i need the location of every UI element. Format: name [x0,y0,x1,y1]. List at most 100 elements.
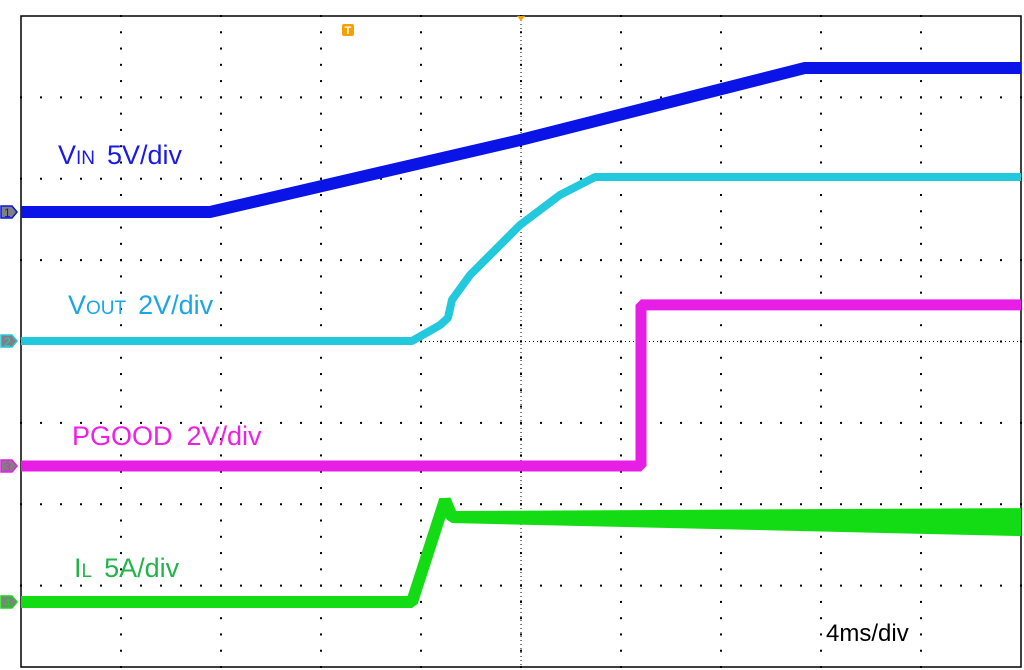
grid-dot [820,405,822,408]
grid-dot [280,584,282,587]
grid-dot [620,259,622,262]
grid-dot [900,421,902,424]
grid-dot [720,503,722,506]
grid-dot [420,291,422,294]
grid-dot [120,307,122,310]
grid-dot [220,438,222,441]
grid-dot [420,47,422,50]
grid-dot [920,421,922,424]
grid-dot [520,584,522,587]
grid-dot [940,584,942,587]
grid-dot [120,128,122,131]
grid-dot [440,259,442,262]
grid-dot [420,503,422,506]
grid-dot [120,259,122,262]
grid-dot [740,259,742,262]
grid-dot [560,259,562,262]
grid-dot [600,421,602,424]
grid-dot [820,112,822,115]
grid-dot [380,584,382,587]
grid-dot [720,438,722,441]
grid-dot [720,63,722,66]
grid-dot [960,259,962,262]
grid-dot [180,584,182,587]
grid-dot [720,145,722,148]
grid-dot [220,454,222,457]
grid-dot [460,584,462,587]
grid-dot [360,96,362,99]
grid-dot [420,405,422,408]
grid-dot [720,454,722,457]
grid-dot [920,275,922,278]
grid-dot [420,373,422,376]
grid-dot [120,194,122,197]
grid-dot [320,666,322,668]
grid-dot [460,96,462,99]
grid-dot [320,552,322,555]
grid-dot [400,96,402,99]
grid-dot [340,96,342,99]
grid-dot [420,259,422,262]
grid-dot [620,275,622,278]
grid-dot [480,177,482,180]
grid-dot [820,210,822,213]
grid-dot [920,633,922,636]
grid-dot [820,486,822,489]
grid-dot [120,389,122,392]
grid-dot [380,421,382,424]
grid-dot [140,421,142,424]
grid-dot [720,259,722,262]
grid-dot [80,421,82,424]
grid-dot [440,177,442,180]
grid-dot [400,421,402,424]
grid-dot [320,389,322,392]
grid-dot [980,503,982,506]
grid-dot [120,291,122,294]
channel-marker-3 [0,459,18,473]
grid-dot [320,405,322,408]
grid-dot [920,389,922,392]
grid-dot [720,128,722,131]
grid-dot [360,584,362,587]
grid-dot [720,666,722,668]
grid-dot [220,486,222,489]
grid-dot [320,275,322,278]
grid-dot [660,584,662,587]
grid-dot [800,584,802,587]
grid-dot [180,96,182,99]
grid-dot [920,535,922,538]
grid-dot [320,177,322,180]
grid-dot [520,600,522,603]
grid-dot [200,96,202,99]
grid-dot [920,226,922,229]
label-vin: VIN 5V/div [58,140,183,170]
grid-dot [320,486,322,489]
grid-dot [400,584,402,587]
grid-dot [180,259,182,262]
grid-dot [760,259,762,262]
grid-dot [320,633,322,636]
grid-dot [620,31,622,34]
grid-dot [560,421,562,424]
grid-dot [720,210,722,213]
grid-dot [420,389,422,392]
grid-dot [520,454,522,457]
grid-dot [720,161,722,164]
grid-dot [220,568,222,571]
grid-dot [620,356,622,359]
grid-dot [1020,421,1022,424]
grid-dot [300,96,302,99]
grid-dot [460,503,462,506]
grid-dot [620,210,622,213]
grid-dot [880,421,882,424]
grid-dot [340,421,342,424]
grid-dot [40,584,42,587]
grid-dot [720,194,722,197]
grid-dot [960,421,962,424]
grid-dot [420,242,422,245]
grid-dot [720,373,722,376]
grid-dot [80,503,82,506]
grid-dot [120,242,122,245]
grid-dot [320,145,322,148]
grid-dot [720,291,722,294]
